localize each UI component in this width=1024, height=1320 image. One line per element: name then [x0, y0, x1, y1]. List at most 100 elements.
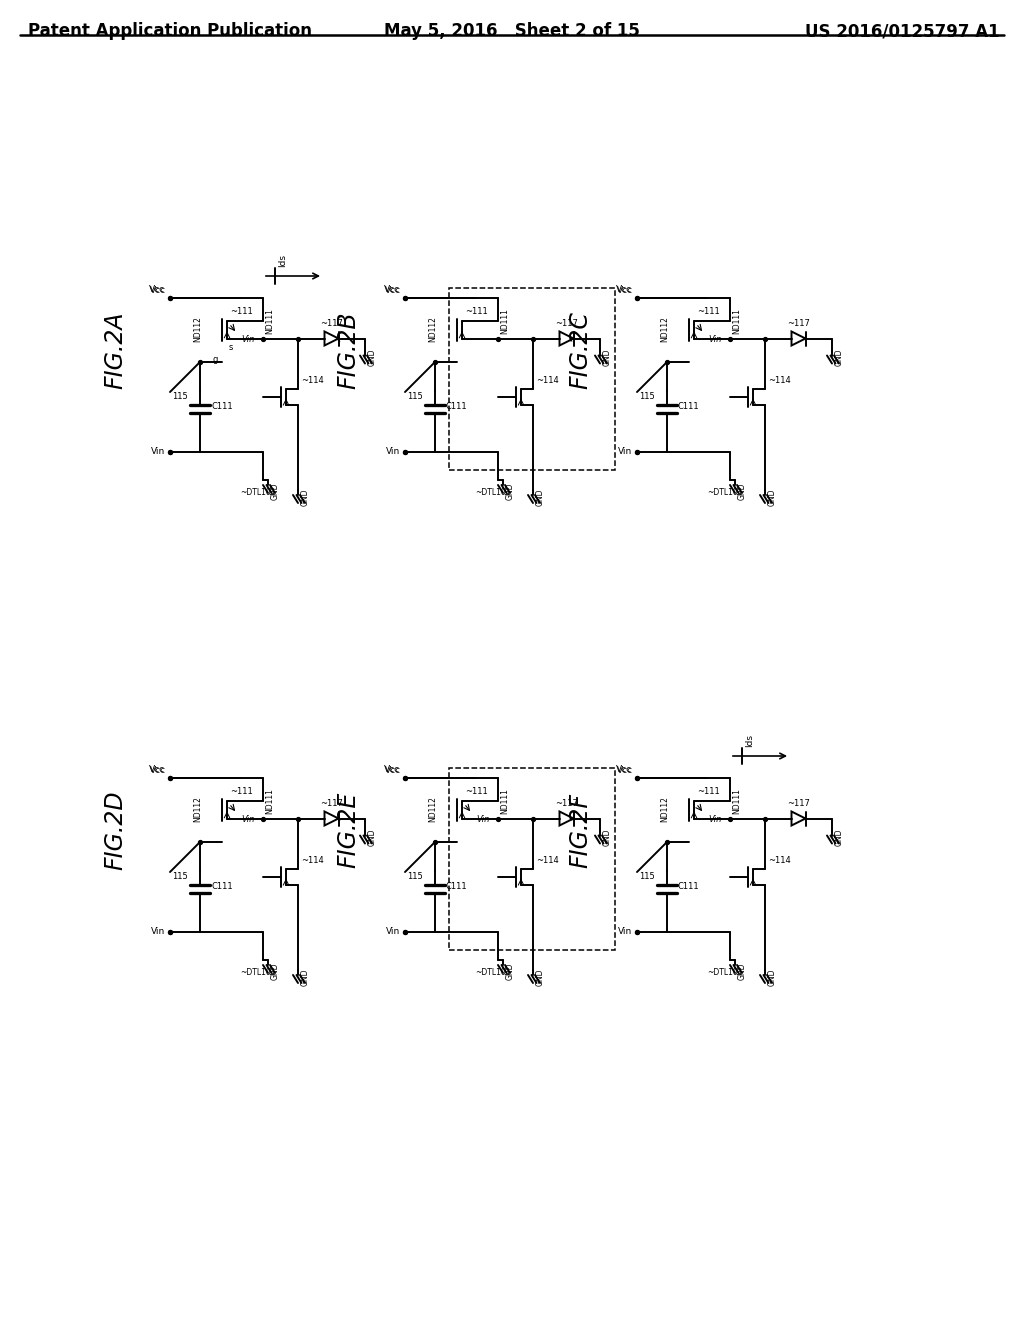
Text: GND: GND	[603, 348, 612, 366]
Text: GND: GND	[835, 829, 844, 846]
Text: ~117: ~117	[321, 800, 343, 808]
Text: ~117: ~117	[555, 800, 578, 808]
Text: Vcc: Vcc	[615, 766, 632, 774]
Text: ~111: ~111	[465, 306, 487, 315]
Text: GND: GND	[768, 488, 777, 506]
Text: FIG.2F: FIG.2F	[568, 792, 592, 867]
Text: ~114: ~114	[301, 855, 324, 865]
Text: ND112: ND112	[194, 315, 203, 342]
Text: ~111: ~111	[230, 306, 253, 315]
Text: Vcc: Vcc	[385, 286, 401, 294]
Text: Patent Application Publication: Patent Application Publication	[28, 22, 312, 40]
Text: GND: GND	[506, 964, 515, 981]
Text: GND: GND	[368, 829, 377, 846]
Text: ~111: ~111	[697, 306, 720, 315]
Text: 115: 115	[408, 392, 423, 401]
Text: Vin: Vin	[241, 816, 254, 825]
Text: GND: GND	[738, 483, 746, 500]
Text: Ids: Ids	[278, 253, 287, 267]
Text: Ids: Ids	[745, 734, 754, 747]
Text: Vin: Vin	[386, 928, 400, 936]
Text: Vcc: Vcc	[615, 285, 632, 294]
Text: ~111: ~111	[465, 787, 487, 796]
Text: Vcc: Vcc	[150, 286, 166, 294]
Text: GND: GND	[768, 968, 777, 986]
Text: C111: C111	[211, 403, 232, 411]
Text: Vin: Vin	[708, 335, 721, 345]
Text: 115: 115	[639, 392, 655, 401]
Text: ND112: ND112	[428, 796, 437, 822]
Text: ~117: ~117	[321, 319, 343, 329]
Text: FIG.2A: FIG.2A	[103, 312, 127, 389]
Text: GND: GND	[506, 483, 515, 500]
Text: ND111: ND111	[265, 308, 274, 334]
Text: Vcc: Vcc	[148, 766, 165, 774]
Text: GND: GND	[603, 829, 612, 846]
Text: GND: GND	[368, 348, 377, 366]
Text: s: s	[229, 342, 233, 351]
Text: ND111: ND111	[500, 788, 509, 813]
Text: ~117: ~117	[787, 800, 810, 808]
Text: GND: GND	[738, 964, 746, 981]
Text: Vcc: Vcc	[148, 285, 165, 294]
Text: ~117: ~117	[555, 319, 578, 329]
Text: C111: C111	[446, 403, 468, 411]
Text: ~111: ~111	[697, 787, 720, 796]
Text: ND112: ND112	[428, 315, 437, 342]
Text: 115: 115	[408, 873, 423, 880]
Text: ND111: ND111	[500, 308, 509, 334]
Text: ND111: ND111	[732, 788, 741, 813]
Text: ~117: ~117	[787, 319, 810, 329]
Text: ~114: ~114	[536, 855, 559, 865]
Text: Vcc: Vcc	[385, 766, 401, 775]
Text: Vcc: Vcc	[616, 286, 633, 294]
Text: GND: GND	[536, 488, 545, 506]
Text: Vcc: Vcc	[384, 285, 400, 294]
Text: ~DTL101: ~DTL101	[241, 968, 275, 977]
Text: ND112: ND112	[194, 796, 203, 822]
Text: Vin: Vin	[617, 447, 632, 457]
Text: C111: C111	[678, 403, 699, 411]
Text: Vcc: Vcc	[150, 766, 166, 775]
Text: ND112: ND112	[660, 315, 670, 342]
Text: May 5, 2016   Sheet 2 of 15: May 5, 2016 Sheet 2 of 15	[384, 22, 640, 40]
Text: Vin: Vin	[151, 447, 165, 457]
Text: FIG.2B: FIG.2B	[336, 312, 360, 389]
Text: ~114: ~114	[768, 855, 791, 865]
Text: ND111: ND111	[265, 788, 274, 813]
Text: Vin: Vin	[241, 335, 254, 345]
Text: GND: GND	[301, 488, 310, 506]
Text: ~114: ~114	[301, 376, 324, 384]
Text: Vin: Vin	[476, 816, 489, 825]
Text: ~114: ~114	[768, 376, 791, 384]
Text: ~DTL101: ~DTL101	[475, 968, 511, 977]
Text: ND111: ND111	[732, 308, 741, 334]
Text: ND112: ND112	[660, 796, 670, 822]
Text: 115: 115	[639, 873, 655, 880]
Text: ~DTL101: ~DTL101	[475, 488, 511, 498]
Text: 115: 115	[172, 392, 188, 401]
Text: GND: GND	[301, 968, 310, 986]
Bar	[449, 288, 615, 470]
Text: GND: GND	[835, 348, 844, 366]
Text: FIG.2D: FIG.2D	[103, 791, 127, 870]
Text: C111: C111	[446, 882, 468, 891]
Text: Vin: Vin	[708, 816, 721, 825]
Text: ~DTL101: ~DTL101	[241, 488, 275, 498]
Text: Vin: Vin	[151, 928, 165, 936]
Text: GND: GND	[271, 483, 280, 500]
Text: 115: 115	[172, 873, 188, 880]
Text: ~DTL101: ~DTL101	[708, 488, 742, 498]
Text: ~DTL101: ~DTL101	[708, 968, 742, 977]
Text: US 2016/0125797 A1: US 2016/0125797 A1	[805, 22, 1000, 40]
Text: C111: C111	[678, 882, 699, 891]
Text: FIG.2C: FIG.2C	[568, 312, 592, 389]
Text: GND: GND	[536, 968, 545, 986]
Text: Vin: Vin	[386, 447, 400, 457]
Text: ~114: ~114	[536, 376, 559, 384]
Text: Vcc: Vcc	[616, 766, 633, 775]
Text: ~111: ~111	[230, 787, 253, 796]
Text: Vin: Vin	[617, 928, 632, 936]
Text: g: g	[213, 355, 218, 363]
Text: C111: C111	[211, 882, 232, 891]
